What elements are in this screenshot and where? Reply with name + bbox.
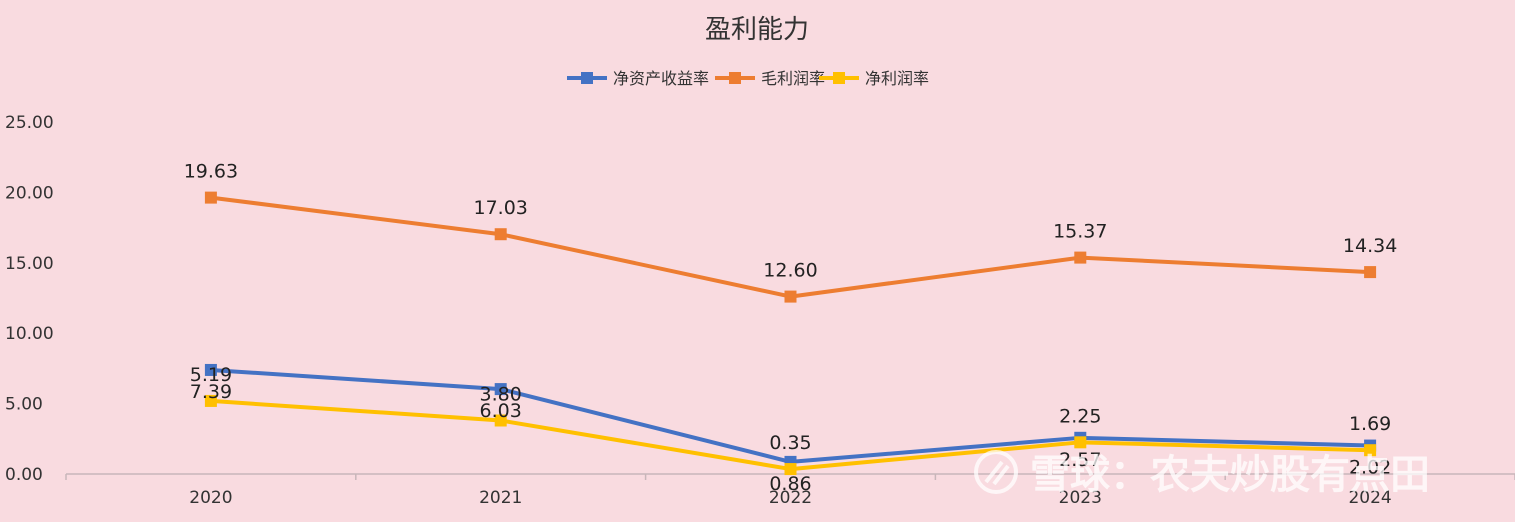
legend-item: 净利润率	[819, 69, 929, 88]
data-label: 7.39	[190, 381, 232, 403]
legend-label: 净利润率	[865, 69, 929, 88]
x-tick-label: 2024	[1348, 488, 1391, 508]
series-line	[210, 195, 1371, 299]
data-label: 0.86	[769, 473, 811, 495]
data-label: 6.03	[480, 400, 522, 422]
data-point	[1074, 251, 1087, 264]
data-label: 12.60	[763, 260, 817, 282]
y-axis: 0.00 5.00 10.00 15.00 20.00 25.00	[5, 113, 54, 485]
data-label: 2.02	[1349, 457, 1391, 479]
y-tick-label: 5.00	[5, 395, 43, 415]
x-tick-label: 2020	[189, 488, 232, 508]
x-tick-label: 2022	[769, 488, 812, 508]
y-tick-label: 0.00	[5, 465, 43, 485]
data-point	[494, 414, 507, 427]
data-point	[784, 290, 797, 303]
x-tick-label: 2023	[1059, 488, 1102, 508]
x-tick-label: 2021	[479, 488, 522, 508]
data-point	[494, 228, 507, 241]
watermark: 雪球：农夫炒股有点田	[974, 450, 1430, 498]
data-label: 15.37	[1053, 221, 1107, 243]
data-point	[204, 191, 217, 204]
watermark-logo-mark	[984, 460, 1010, 486]
legend-marker	[581, 72, 593, 84]
legend-item: 净资产收益率	[567, 69, 709, 88]
data-label: 2.57	[1059, 449, 1101, 471]
legend-marker	[833, 72, 845, 84]
data-label: 17.03	[473, 197, 527, 219]
data-label: 5.19	[190, 364, 232, 386]
data-labels: 7.39 6.03 0.86 2.57 2.02 19.63 17.03 12.60 15.37…	[184, 161, 1398, 495]
legend-label: 毛利润率	[761, 69, 825, 88]
series-layer	[204, 191, 1377, 476]
chart-title: 盈利能力	[705, 15, 809, 45]
data-point	[1364, 444, 1377, 457]
data-point	[784, 463, 797, 476]
y-tick-label: 10.00	[5, 324, 54, 344]
y-tick-label: 20.00	[5, 183, 54, 203]
data-point	[494, 383, 507, 396]
legend-label: 净资产收益率	[613, 69, 709, 88]
legend-marker	[729, 72, 741, 84]
legend-item: 毛利润率	[715, 69, 825, 88]
data-point	[1364, 266, 1377, 279]
watermark-text: 雪球：农夫炒股有点田	[1030, 452, 1430, 498]
series-2	[204, 191, 1377, 303]
series-3	[204, 394, 1377, 476]
data-point	[204, 363, 217, 376]
y-tick-label: 15.00	[5, 254, 54, 274]
data-label: 14.34	[1343, 235, 1397, 257]
data-point	[204, 394, 217, 407]
x-axis: 2020 2021 2022 2023 2024	[65, 473, 1515, 508]
data-point	[1074, 436, 1087, 449]
y-tick-label: 25.00	[5, 113, 54, 133]
data-label: 2.25	[1059, 405, 1101, 427]
data-label: 1.69	[1349, 413, 1391, 435]
data-label: 19.63	[184, 161, 238, 183]
legend: 净资产收益率 毛利润率 净利润率	[567, 69, 929, 88]
data-label: 0.35	[769, 432, 811, 454]
data-label: 3.80	[480, 383, 522, 405]
watermark-logo-icon	[974, 450, 1018, 494]
